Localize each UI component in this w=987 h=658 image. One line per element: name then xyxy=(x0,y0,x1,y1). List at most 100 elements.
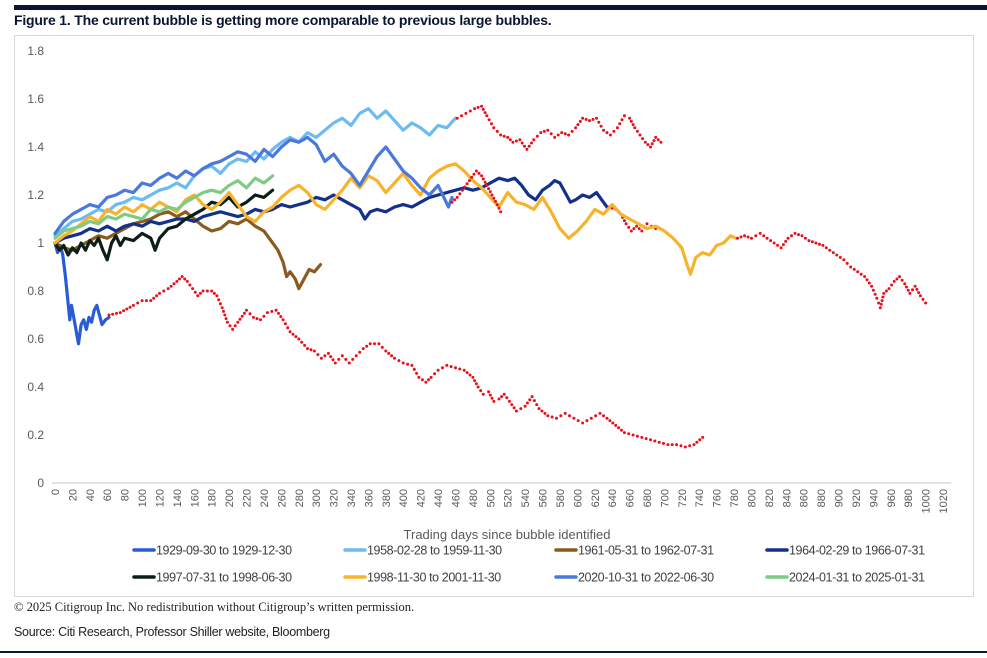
data-point xyxy=(845,261,849,265)
series-1958-projection xyxy=(455,104,663,151)
data-point xyxy=(492,126,496,130)
data-point xyxy=(465,371,469,375)
x-tick-label: 740 xyxy=(694,489,706,507)
data-point xyxy=(635,129,639,133)
data-point xyxy=(635,224,639,228)
data-point xyxy=(494,199,497,203)
y-tick-label: 1 xyxy=(37,236,44,250)
data-point xyxy=(530,395,534,399)
data-point xyxy=(585,419,589,423)
data-point xyxy=(622,114,626,118)
data-point xyxy=(470,175,474,179)
data-point xyxy=(835,253,839,257)
data-point xyxy=(474,169,478,173)
data-point xyxy=(162,289,166,293)
data-point xyxy=(495,203,499,207)
data-point xyxy=(605,131,609,135)
data-point xyxy=(581,116,585,120)
y-tick-label: 0.8 xyxy=(27,284,44,298)
data-point xyxy=(511,140,515,144)
data-point xyxy=(499,210,503,214)
data-point xyxy=(627,225,631,229)
data-point xyxy=(679,444,683,448)
data-point xyxy=(640,435,644,439)
x-tick-label: 320 xyxy=(329,489,341,507)
data-point xyxy=(542,129,546,133)
data-point xyxy=(539,131,543,135)
x-tick-label: 80 xyxy=(120,489,132,501)
data-point xyxy=(614,423,618,427)
y-tick-label: 1.6 xyxy=(27,92,44,106)
data-point xyxy=(698,438,702,442)
data-point xyxy=(474,382,478,386)
data-point xyxy=(563,132,567,136)
x-tick-label: 40 xyxy=(85,489,97,501)
data-point xyxy=(473,107,477,111)
data-point xyxy=(797,233,800,237)
data-point xyxy=(605,416,609,420)
series-group xyxy=(53,104,928,449)
legend-item: 2020-10-31 to 2022-06-30 xyxy=(554,571,714,585)
legend-label: 2020-10-31 to 2022-06-30 xyxy=(578,571,714,585)
x-tick-label: 220 xyxy=(242,489,254,507)
data-point xyxy=(344,357,348,361)
data-point xyxy=(543,411,547,415)
data-point xyxy=(695,440,699,444)
data-point xyxy=(217,298,221,302)
data-point xyxy=(624,222,628,226)
data-point xyxy=(762,234,766,238)
data-point xyxy=(518,138,522,142)
data-point xyxy=(890,283,894,287)
data-point xyxy=(283,322,287,326)
data-point xyxy=(884,289,888,293)
legend-item: 1929-09-30 to 1929-12-30 xyxy=(132,544,292,558)
data-point xyxy=(786,236,790,240)
data-point xyxy=(424,380,428,384)
data-point xyxy=(870,284,874,288)
data-point xyxy=(602,128,605,132)
data-point xyxy=(877,301,881,305)
data-point xyxy=(898,275,901,279)
data-point xyxy=(638,133,642,137)
data-point xyxy=(309,348,313,352)
data-point xyxy=(196,294,200,298)
data-point xyxy=(643,140,647,144)
x-tick-label: 340 xyxy=(346,489,358,507)
data-point xyxy=(477,171,481,175)
data-point xyxy=(487,187,491,191)
data-point xyxy=(490,193,494,197)
data-point xyxy=(412,367,416,371)
data-point xyxy=(178,277,181,281)
data-point xyxy=(319,356,323,360)
data-point xyxy=(458,192,462,196)
data-point xyxy=(549,132,553,136)
data-point xyxy=(499,133,503,137)
data-point xyxy=(351,357,355,361)
data-point xyxy=(906,288,910,292)
data-point xyxy=(632,227,636,231)
data-point xyxy=(576,123,580,127)
data-point xyxy=(481,107,485,111)
data-point xyxy=(240,314,244,318)
data-point xyxy=(303,343,307,347)
data-point xyxy=(347,361,351,365)
series-2020-projection xyxy=(450,169,503,214)
data-point xyxy=(152,296,156,300)
x-tick-label: 0 xyxy=(50,489,62,495)
data-point xyxy=(908,291,912,295)
x-tick-label: 60 xyxy=(102,489,114,501)
data-point xyxy=(462,368,466,372)
y-tick-label: 1.2 xyxy=(27,188,44,202)
data-point xyxy=(627,432,631,436)
data-point xyxy=(598,411,602,415)
data-point xyxy=(666,443,670,447)
data-point xyxy=(875,296,879,300)
data-point xyxy=(519,407,523,411)
x-tick-label: 760 xyxy=(712,489,724,507)
x-tick-label: 660 xyxy=(625,489,637,507)
data-point xyxy=(274,308,278,312)
data-point xyxy=(842,258,846,262)
data-point xyxy=(169,284,173,288)
data-point xyxy=(746,235,750,239)
